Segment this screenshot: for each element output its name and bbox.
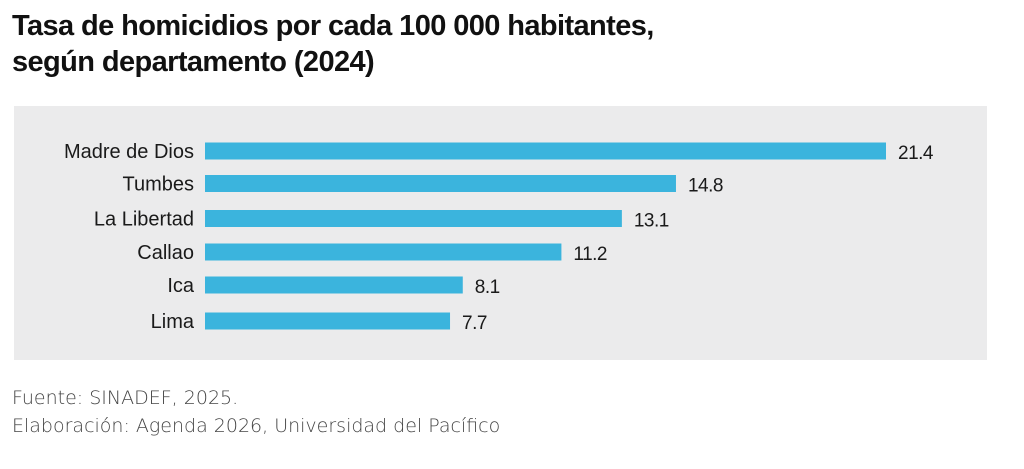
bar [205, 210, 622, 227]
chart-title: Tasa de homicidios por cada 100 000 habi… [12, 8, 654, 80]
category-label: Lima [151, 311, 195, 333]
value-label: 11.2 [573, 244, 607, 265]
source-note: Fuente: SINADEF, 2025. [12, 387, 239, 409]
bar [205, 175, 676, 192]
value-label: 13.1 [634, 211, 669, 232]
category-label: Callao [137, 242, 194, 264]
bar [205, 142, 886, 160]
bar [205, 276, 463, 294]
category-label: Ica [167, 275, 195, 297]
chart-footer: Fuente: SINADEF, 2025. Elaboración: Agen… [12, 384, 500, 440]
chart-title-line-2: según departamento (2024) [12, 46, 375, 78]
value-label: 8.1 [475, 277, 500, 298]
value-label: 14.8 [688, 176, 723, 197]
value-label: 21.4 [898, 143, 934, 164]
category-label: Tumbes [122, 174, 194, 196]
category-label: Madre de Dios [64, 141, 194, 163]
value-label: 7.7 [462, 313, 487, 334]
credit-note: Elaboración: Agenda 2026, Universidad de… [12, 415, 501, 437]
bar [205, 243, 562, 261]
chart-title-line-1: Tasa de homicidios por cada 100 000 habi… [12, 10, 654, 42]
bar [205, 312, 451, 330]
category-label: La Libertad [94, 209, 194, 231]
